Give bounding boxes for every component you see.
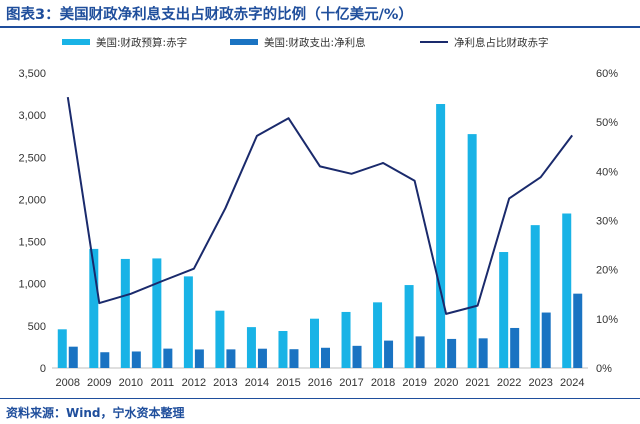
bar-interest [194,349,204,368]
bar-interest [510,327,520,368]
bar-interest [321,347,330,368]
source-divider [0,398,640,399]
bar-deficit [57,329,67,368]
figure-title: 图表3：美国财政净利息支出占财政赤字的比例（十亿美元/%） [6,7,413,23]
ratio-line [66,96,573,315]
bar-deficit [373,302,383,368]
right-axis-tick-label: 40% [596,166,618,178]
right-axis-tick-label: 60% [596,68,618,80]
bar-deficit [562,213,572,368]
bar-deficit [341,311,351,368]
bar-interest [100,352,110,368]
x-axis-tick-label: 2014 [245,377,269,389]
x-axis-tick-label: 2024 [560,377,584,389]
bar-interest [68,346,78,368]
left-axis-tick-label: 500 [28,321,46,333]
legend-label-ratio: 净利息占比财政赤字 [454,36,549,49]
bar-deficit [499,252,509,368]
right-axis-tick-label: 10% [596,314,618,326]
bar-deficit [152,258,162,368]
x-axis-tick-label: 2020 [434,377,458,389]
legend-label-interest: 美国:财政支出:净利息 [264,36,366,49]
x-axis-tick-label: 2018 [371,377,395,389]
bar-deficit [310,318,319,368]
bar-deficit [120,258,130,368]
left-axis-tick-label: 1,500 [18,237,46,249]
left-axis-tick-label: 3,500 [18,68,46,80]
axes: 0 500 1,000 1,500 2,000 2,500 3,000 3,500 0% 10% 2… [18,68,618,389]
source-note: 资料来源：Wind，宁水资本整理 [6,406,185,420]
x-axis-tick-label: 2010 [119,377,143,389]
right-axis-tick-label: 50% [596,117,618,129]
x-axis-tick-label: 2013 [213,377,237,389]
left-axis-tick-label: 1,000 [18,279,46,291]
x-axis-tick-label: 2017 [339,377,363,389]
bar-interest [163,348,173,368]
bar-interest [131,351,141,368]
legend-swatch-interest [230,39,258,45]
left-axis-tick-label: 3,000 [18,110,46,122]
x-axis-tick-label: 2011 [151,377,175,389]
x-axis-tick-label: 2016 [308,377,332,389]
bar-interest [384,340,394,368]
legend-swatch-deficit [62,39,90,45]
left-axis-tick-label: 0 [40,363,46,375]
x-axis-tick-label: 2021 [465,377,489,389]
left-axis-tick-label: 2,000 [18,194,46,206]
x-axis-tick-label: 2019 [402,377,426,389]
bars [57,104,583,368]
x-axis-tick-label: 2009 [87,377,111,389]
bar-deficit [467,134,477,368]
bar-interest [289,349,299,368]
x-axis-tick-label: 2022 [497,377,521,389]
right-axis-tick-label: 20% [596,265,618,277]
bar-deficit [436,104,446,368]
bar-interest [447,338,457,368]
x-axis-tick-label: 2015 [276,377,300,389]
bar-deficit [89,248,99,368]
bar-interest [573,293,583,368]
bar-deficit [215,310,225,368]
title-divider [0,26,640,28]
figure-title-bar: 图表3：美国财政净利息支出占财政赤字的比例（十亿美元/%） [0,0,640,25]
bar-interest [352,345,362,368]
bar-deficit [404,285,414,368]
left-axis-tick-label: 2,500 [18,152,46,164]
bar-interest [541,312,551,368]
bar-deficit [278,330,288,368]
right-axis-tick-label: 30% [596,216,618,228]
x-axis-tick-label: 2023 [528,377,552,389]
right-axis-tick-label: 0% [596,363,612,375]
bar-deficit [530,225,540,368]
chart: 美国:财政预算:赤字 美国:财政支出:净利息 净利息占比财政赤字 0 500 1,0… [18,36,618,389]
bar-interest [478,338,488,368]
legend-label-deficit: 美国:财政预算:赤字 [96,36,187,49]
bar-interest [257,348,267,368]
bar-interest [226,349,236,368]
ratio-line-layer [66,96,573,315]
bar-deficit [246,327,256,368]
x-axis-tick-label: 2012 [182,377,206,389]
bar-interest [415,336,425,368]
bar-deficit [183,276,193,368]
x-axis-tick-label: 2008 [56,377,80,389]
legend: 美国:财政预算:赤字 美国:财政支出:净利息 净利息占比财政赤字 [62,36,549,49]
